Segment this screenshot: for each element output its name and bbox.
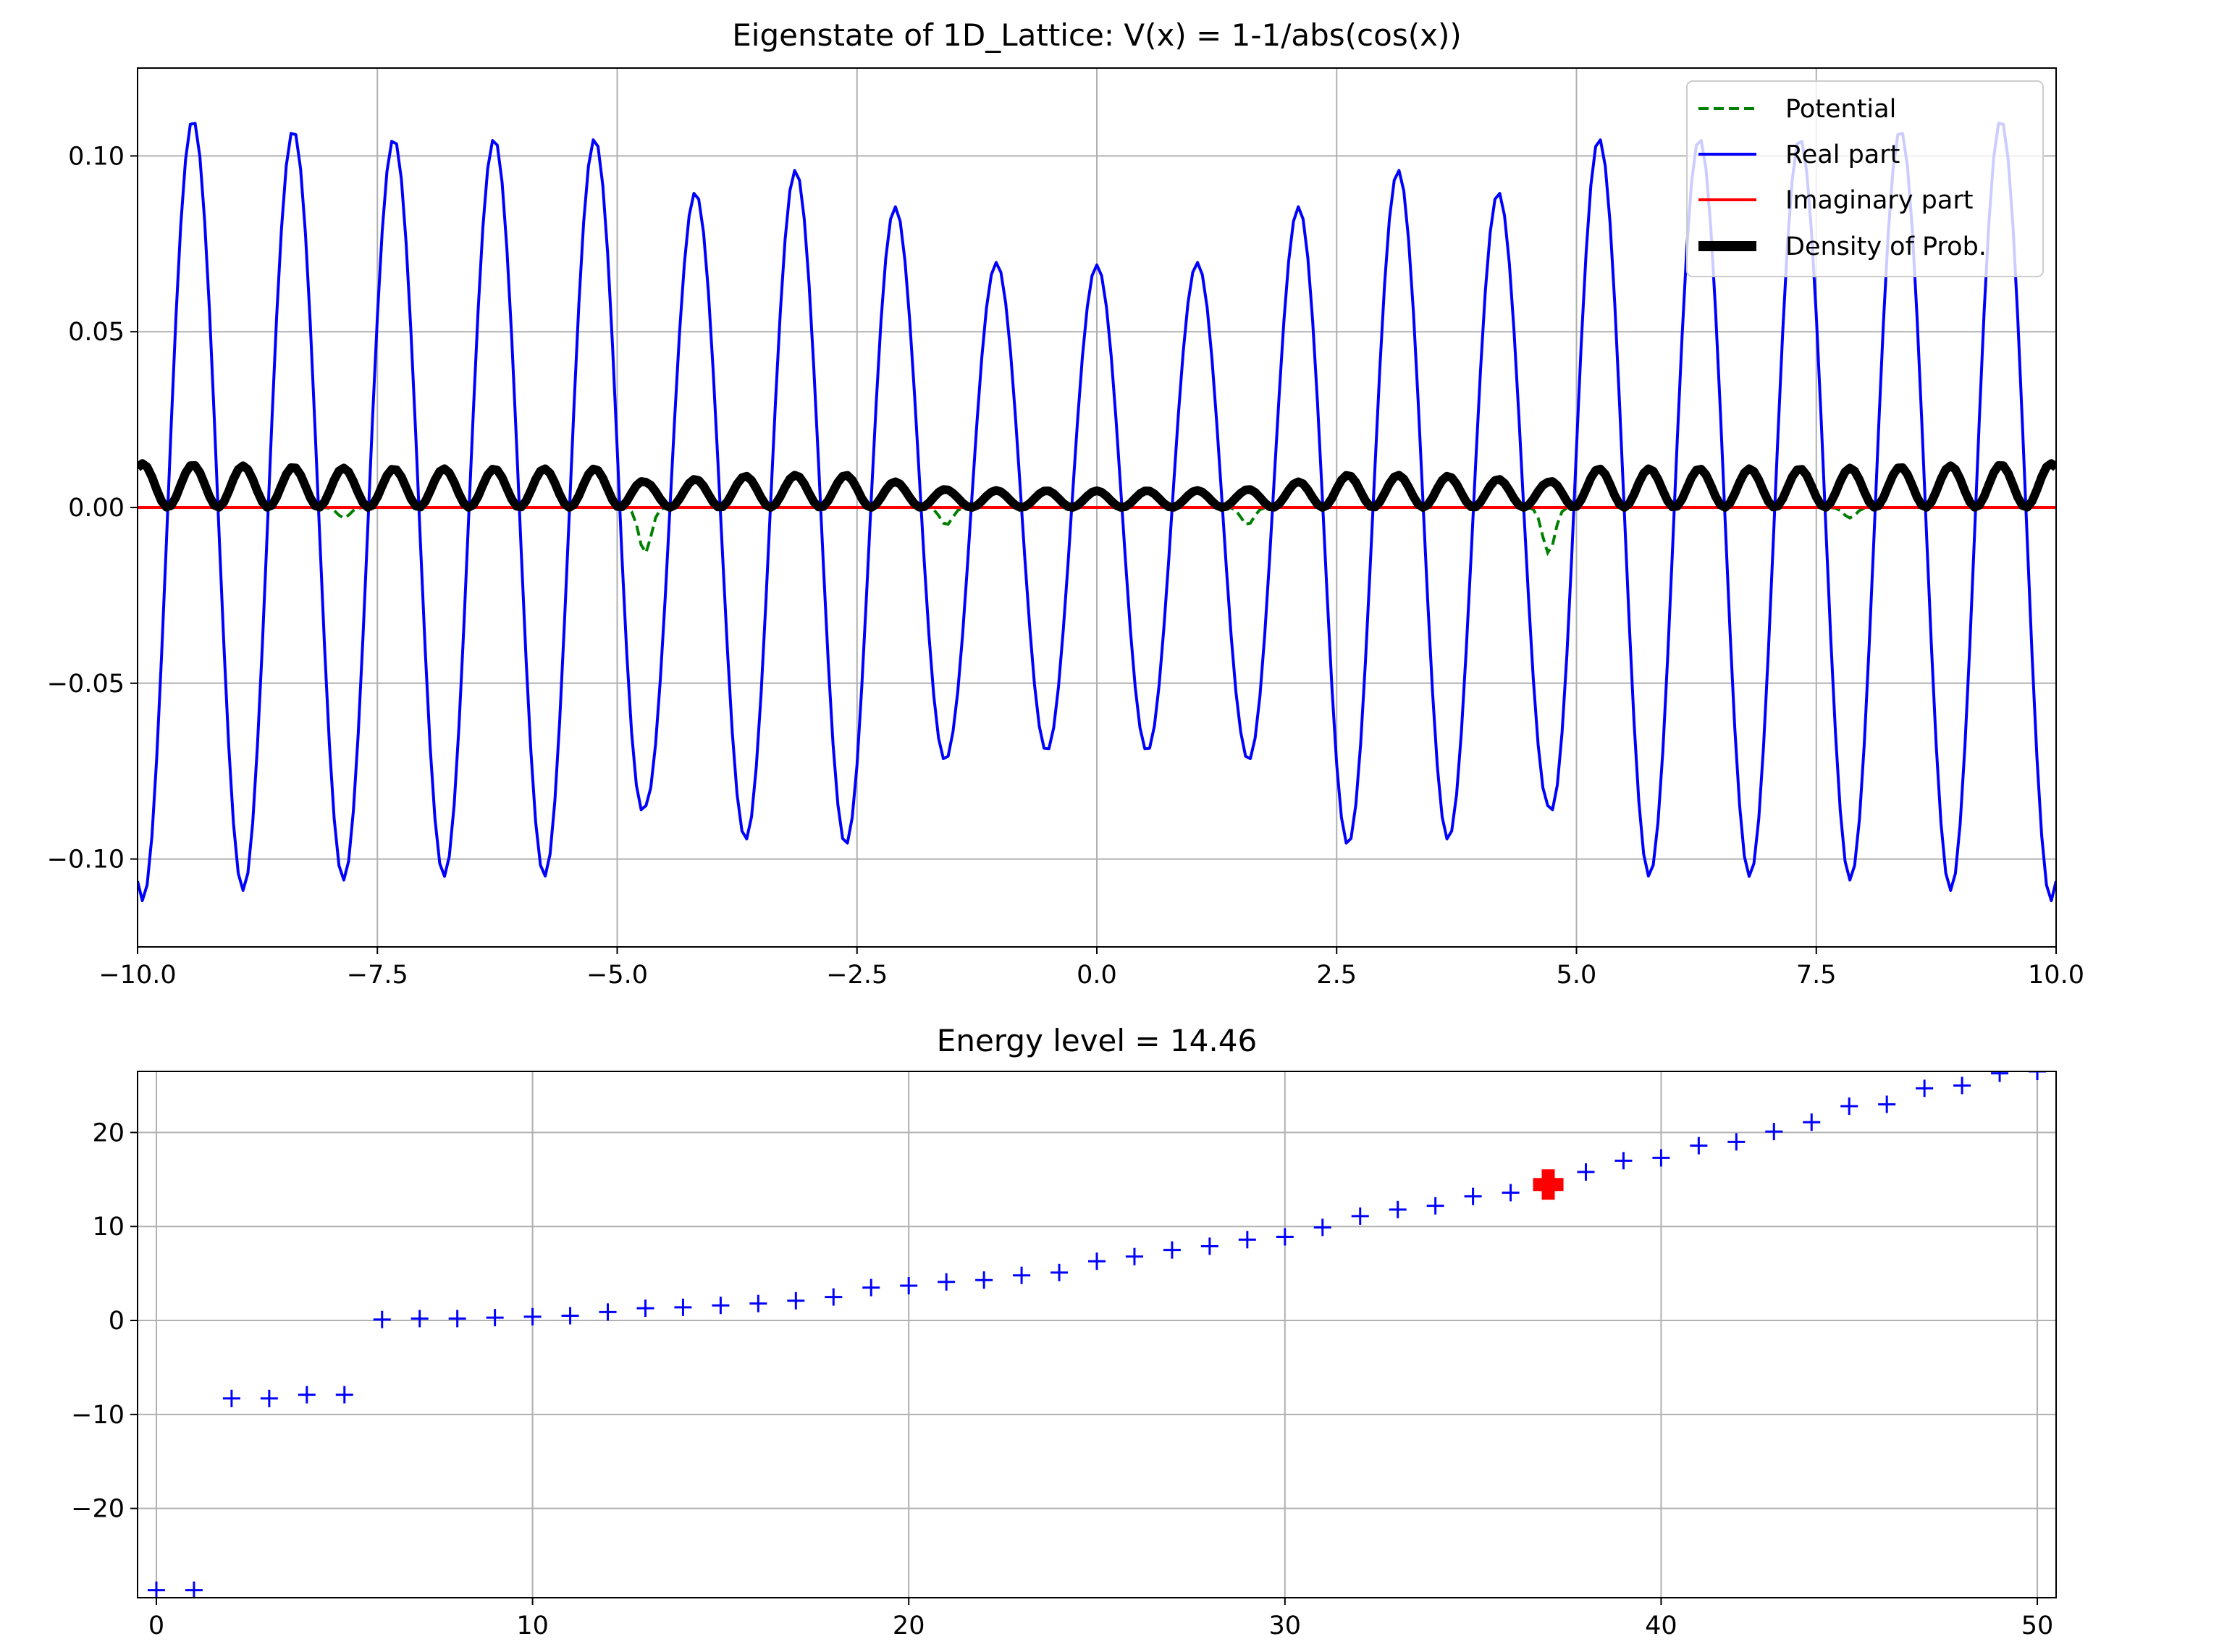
legend-label-real-part: Real part — [1785, 140, 1900, 169]
y-tick-label: 10 — [92, 1213, 125, 1242]
energy-level-point — [1690, 1137, 1707, 1155]
energy-level-point — [524, 1308, 542, 1326]
x-tick-label: 20 — [893, 1611, 925, 1640]
energy-level-point — [1765, 1123, 1782, 1140]
x-tick-label: −5.0 — [586, 961, 648, 990]
energy-levels-plot-area — [148, 1063, 2046, 1599]
y-tick-label: 0.10 — [68, 142, 125, 171]
x-tick-label: −7.5 — [347, 961, 408, 990]
energy-level-point — [449, 1310, 466, 1327]
energy-level-point — [1013, 1267, 1030, 1284]
energy-level-point — [336, 1386, 353, 1404]
energy-level-point — [938, 1273, 955, 1291]
y-tick-label: 0.00 — [68, 494, 125, 523]
energy-level-point — [1465, 1188, 1482, 1205]
x-tick-label: 7.5 — [1796, 961, 1837, 990]
energy-level-point — [825, 1289, 842, 1306]
current-energy-level-marker — [1534, 1170, 1563, 1199]
energy-level-point — [1878, 1095, 1895, 1113]
energy-level-point — [1088, 1252, 1106, 1270]
x-tick-label: 10 — [516, 1611, 549, 1640]
energy-level-point — [1389, 1201, 1407, 1218]
energy-levels-axes-frame — [138, 1071, 2056, 1598]
x-tick-label: −2.5 — [826, 961, 888, 990]
x-tick-label: −10.0 — [98, 961, 176, 990]
energy-levels-chart: Energy level = 14.46 0 10 20 30 40 50 20 10 0 −10… — [71, 1023, 2056, 1640]
energy-level-point — [261, 1390, 278, 1407]
energy-level-point — [1276, 1228, 1294, 1245]
eigenstate-chart-title: Eigenstate of 1D_Lattice: V(x) = 1-1/abs… — [732, 17, 1462, 53]
y-tick-label: −0.05 — [47, 670, 125, 699]
energy-level-point — [1953, 1076, 1971, 1094]
energy-level-point — [1577, 1163, 1594, 1181]
y-tick-label: 0.05 — [68, 318, 125, 347]
energy-level-point — [411, 1310, 429, 1327]
energy-levels-chart-title: Energy level = 14.46 — [937, 1023, 1257, 1058]
y-tick-label: −20 — [71, 1495, 125, 1524]
energy-level-point — [1502, 1184, 1520, 1201]
legend-label-potential: Potential — [1785, 95, 1896, 124]
y-tick-label: −0.10 — [47, 846, 125, 875]
energy-level-point — [1201, 1237, 1218, 1255]
energy-level-point — [1427, 1197, 1444, 1215]
energy-level-point — [1239, 1231, 1256, 1248]
x-tick-label: 2.5 — [1316, 961, 1357, 990]
energy-level-point — [1614, 1152, 1632, 1169]
energy-level-point — [712, 1297, 729, 1314]
energy-level-point — [487, 1309, 504, 1326]
energy-level-point — [1126, 1248, 1143, 1265]
energy-level-point — [1314, 1219, 1331, 1236]
energy-level-point — [1050, 1264, 1068, 1281]
energy-level-point — [1803, 1113, 1820, 1131]
y-tick-label: −10 — [71, 1401, 125, 1430]
x-tick-label: 40 — [1645, 1611, 1677, 1640]
energy-level-point — [1916, 1079, 1933, 1097]
energy-level-point — [787, 1292, 804, 1310]
energy-level-point — [223, 1390, 240, 1407]
x-tick-label: 0.0 — [1077, 961, 1117, 990]
energy-level-point — [1352, 1208, 1369, 1225]
energy-level-point — [862, 1279, 880, 1297]
energy-levels-ticks: 0 10 20 30 40 50 20 10 0 −10 −20 — [71, 1118, 2053, 1640]
energy-level-point — [374, 1311, 391, 1328]
energy-level-point — [636, 1299, 654, 1317]
x-tick-label: 0 — [148, 1611, 164, 1640]
legend: Potential Real part Imaginary part Densi… — [1687, 81, 2043, 277]
legend-label-density: Density of Prob. — [1785, 232, 1987, 261]
y-tick-label: 20 — [92, 1118, 125, 1147]
energy-levels-grid — [138, 1071, 2056, 1598]
energy-level-point — [674, 1299, 691, 1316]
energy-level-point — [562, 1307, 579, 1325]
energy-level-point — [1163, 1242, 1181, 1259]
energy-level-point — [148, 1582, 165, 1599]
energy-level-point — [298, 1386, 316, 1404]
energy-level-point — [1991, 1065, 2008, 1082]
energy-level-point — [1652, 1149, 1670, 1166]
energy-level-point — [185, 1582, 203, 1599]
x-tick-label: 5.0 — [1557, 961, 1597, 990]
legend-label-imaginary-part: Imaginary part — [1785, 186, 1973, 215]
energy-level-point — [1727, 1133, 1745, 1150]
energy-level-point — [599, 1303, 617, 1320]
energy-level-point — [900, 1277, 917, 1294]
x-tick-label: 10.0 — [2028, 961, 2084, 990]
energy-level-point — [749, 1295, 767, 1312]
x-tick-label: 50 — [2021, 1611, 2054, 1640]
x-tick-label: 30 — [1269, 1611, 1302, 1640]
eigenstate-chart: Eigenstate of 1D_Lattice: V(x) = 1-1/abs… — [47, 17, 2084, 990]
y-tick-label: 0 — [109, 1307, 125, 1336]
energy-level-point — [975, 1271, 993, 1289]
energy-level-point — [1840, 1097, 1858, 1115]
